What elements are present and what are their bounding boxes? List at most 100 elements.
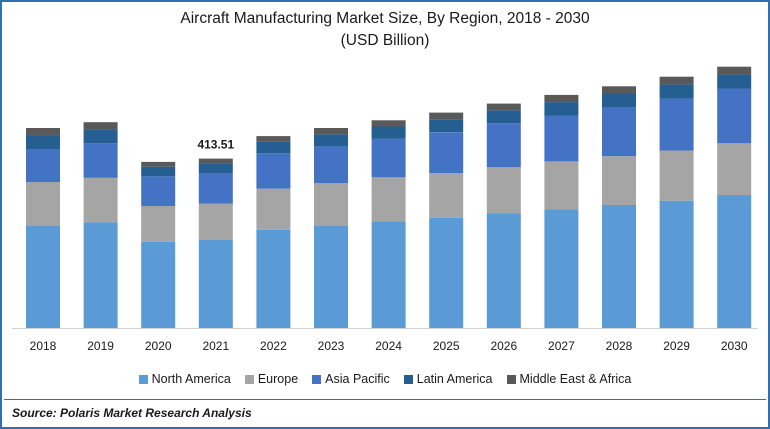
data-label-2021: 413.51 — [197, 138, 234, 152]
bar-2025-middle-east-africa — [429, 112, 464, 120]
bar-2025-latin-america — [429, 119, 464, 133]
bar-2028-middle-east-africa — [602, 86, 636, 94]
bar-2019-asia-pacific — [83, 143, 118, 178]
legend-swatch — [403, 374, 413, 384]
bar-2024-north-america — [371, 221, 406, 328]
bar-2020-north-america — [141, 241, 176, 328]
bar-2018-asia-pacific — [26, 149, 60, 182]
bar-2023-middle-east-africa — [314, 128, 348, 135]
bar-2020-middle-east-africa — [141, 161, 176, 167]
x-tick-label-2021: 2021 — [202, 339, 229, 353]
bar-2024-europe — [371, 177, 406, 222]
bar-2023-latin-america — [314, 134, 348, 147]
bar-2018-europe — [26, 182, 60, 226]
chart-legend: North America Europe Asia Pacific Latin Ame… — [2, 372, 768, 386]
bar-2018-latin-america — [26, 135, 60, 149]
bar-2029-north-america — [659, 200, 694, 328]
bar-2027-middle-east-africa — [544, 94, 579, 103]
bar-2021-middle-east-africa — [198, 158, 233, 164]
bar-2024-latin-america — [371, 126, 406, 139]
chart-title: Aircraft Manufacturing Market Size, By R… — [180, 10, 590, 27]
x-tick-label-2025: 2025 — [433, 339, 460, 353]
bar-2029-latin-america — [659, 84, 694, 99]
bar-2024-middle-east-africa — [371, 120, 406, 127]
bar-2028-latin-america — [602, 93, 636, 108]
legend-label: Asia Pacific — [325, 372, 390, 386]
legend-label: Latin America — [416, 372, 493, 386]
bar-2026-europe — [486, 167, 521, 214]
bar-2024-asia-pacific — [371, 139, 406, 178]
legend-label: North America — [151, 372, 231, 386]
legend-item-north-america: North America — [138, 372, 231, 386]
bar-2023-asia-pacific — [314, 146, 348, 183]
x-tick-label-2030: 2030 — [721, 339, 748, 353]
bar-2025-north-america — [429, 217, 464, 328]
bar-2022-asia-pacific — [256, 153, 291, 189]
x-tick-label-2029: 2029 — [663, 339, 690, 353]
x-tick-label-2026: 2026 — [490, 339, 517, 353]
bar-2030-north-america — [717, 195, 752, 328]
bar-2025-europe — [429, 172, 464, 218]
bar-2026-middle-east-africa — [486, 103, 521, 111]
bar-2019-europe — [83, 177, 118, 223]
legend-label: Europe — [257, 372, 299, 386]
legend-item-asia-pacific: Asia Pacific — [312, 372, 390, 386]
bar-2029-europe — [659, 150, 694, 201]
bar-2027-asia-pacific — [544, 115, 579, 162]
legend-swatch — [244, 374, 254, 384]
legend-item-europe: Europe — [244, 372, 299, 386]
stacked-bar-chart: 2018 2019 2020 2021 413.51 2022 2023 2024 2025 20… — [12, 66, 758, 353]
bar-2020-europe — [141, 206, 176, 242]
bar-2028-asia-pacific — [602, 107, 636, 157]
bar-2030-latin-america — [717, 74, 752, 89]
bar-2028-europe — [602, 156, 636, 205]
legend-item-middle-east-africa: Middle East & Africa — [506, 372, 632, 386]
legend-swatch — [506, 374, 516, 384]
bar-2030-middle-east-africa — [717, 66, 752, 75]
source-divider — [4, 399, 766, 400]
x-tick-label-2028: 2028 — [606, 339, 633, 353]
bar-2027-latin-america — [544, 102, 579, 116]
bar-2030-asia-pacific — [717, 88, 752, 144]
bar-2018-north-america — [26, 225, 60, 328]
bar-2026-latin-america — [486, 110, 521, 124]
bar-2027-north-america — [544, 209, 579, 328]
bar-2023-europe — [314, 183, 348, 226]
chart-subtitle: (USD Billion) — [340, 32, 430, 49]
bar-2022-north-america — [256, 229, 291, 328]
bar-2020-latin-america — [141, 166, 176, 177]
x-tick-label-2020: 2020 — [145, 339, 172, 353]
bar-2019-north-america — [83, 222, 118, 328]
legend-swatch — [138, 374, 148, 384]
bar-2018-middle-east-africa — [26, 128, 60, 136]
bar-2021-europe — [198, 203, 233, 240]
x-tick-label-2023: 2023 — [318, 339, 345, 353]
legend-label: Middle East & Africa — [519, 372, 632, 386]
bar-2025-asia-pacific — [429, 132, 464, 173]
bar-2019-middle-east-africa — [83, 122, 118, 130]
x-tick-label-2019: 2019 — [87, 339, 114, 353]
bar-2019-latin-america — [83, 129, 118, 144]
legend-swatch — [312, 374, 322, 384]
bar-2021-latin-america — [198, 163, 233, 174]
bar-2021-north-america — [198, 239, 233, 328]
bar-2029-asia-pacific — [659, 98, 694, 151]
x-tick-label-2018: 2018 — [30, 339, 57, 353]
bar-2029-middle-east-africa — [659, 76, 694, 85]
source-note: Source: Polaris Market Research Analysis — [12, 406, 252, 420]
bar-2026-north-america — [486, 213, 521, 328]
x-tick-label-2024: 2024 — [375, 339, 402, 353]
bar-2022-europe — [256, 188, 291, 230]
bar-2028-north-america — [602, 205, 636, 328]
legend-item-latin-america: Latin America — [403, 372, 493, 386]
bar-2022-latin-america — [256, 141, 291, 154]
bar-2026-asia-pacific — [486, 123, 521, 168]
bar-2022-middle-east-africa — [256, 136, 291, 142]
x-tick-label-2022: 2022 — [260, 339, 287, 353]
bar-2020-asia-pacific — [141, 176, 176, 206]
bar-2023-north-america — [314, 225, 348, 328]
bar-2021-asia-pacific — [198, 173, 233, 204]
x-tick-label-2027: 2027 — [548, 339, 575, 353]
bar-2030-europe — [717, 143, 752, 195]
